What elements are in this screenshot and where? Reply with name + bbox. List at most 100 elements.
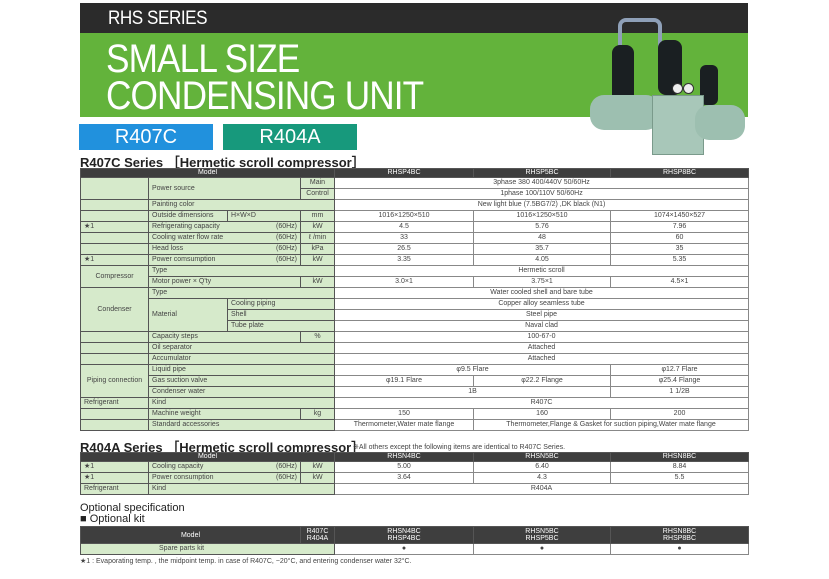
row-value: 60 <box>610 232 750 244</box>
row-unit: % <box>299 331 336 343</box>
row-value: Hermetic scroll <box>334 265 750 277</box>
optional-kit-heading: ■ Optional kit <box>80 513 145 525</box>
table-header-row: Model R407C R404A RHSN4BC RHSP4BC RHSN5BC R… <box>80 526 749 544</box>
row-unit: kPa <box>299 243 336 255</box>
r407c-tag: R407C <box>79 124 213 150</box>
model-column-header: RHSN8BC RHSP8BC <box>610 526 749 544</box>
table-row: Condenser water 1B 1 1/2B <box>81 386 750 398</box>
row-sublabel: Tube plate <box>226 320 336 332</box>
row-value: R404A <box>334 483 750 495</box>
row-label: Motor power × Q'ty <box>148 276 301 288</box>
row-value: φ9.5 Flare <box>334 364 612 376</box>
row-value: φ12.7 Flare <box>610 364 750 376</box>
row-label: Condenser water <box>147 386 336 398</box>
row-value: 8.84 <box>610 461 750 473</box>
table-row: Machine weight kg 150 160 200 <box>80 408 750 420</box>
model-column-header: RHSN5BC RHSP5BC <box>473 526 611 544</box>
row-value: 4.3 <box>473 472 612 484</box>
row-label: Standard accessories <box>147 419 336 431</box>
table-row: ★1 Power comsumption (60Hz) kW 3.35 4.05 … <box>80 254 750 266</box>
model-header: Model <box>79 168 336 178</box>
row-value: 1074×1450×527 <box>610 210 750 222</box>
row-value: 3phase 380 400/440V 50/60Hz <box>334 177 750 189</box>
row-label: Capacity steps <box>148 331 301 343</box>
row-sublabel: Control <box>299 188 336 200</box>
row-frequency: (60Hz) <box>275 474 297 481</box>
row-label: Cooling capacity <box>152 463 204 470</box>
footnote-mark: ★1 <box>80 254 149 266</box>
row-value: 1016×1250×510 <box>334 210 475 222</box>
row-unit: kW <box>299 461 336 473</box>
group-label: Refrigerant <box>80 397 149 409</box>
table-row: Head loss (60Hz) kPa 26.5 35.7 35 <box>80 243 750 255</box>
model-label: RHSN8BC <box>662 528 697 535</box>
row-value: Copper alloy seamless tube <box>334 298 750 310</box>
row-label-cell: Refrigerating capacity (60Hz) <box>148 221 301 233</box>
table-row: Painting color New light blue (7.5BG7/2)… <box>80 199 750 211</box>
row-value: 35 <box>610 243 750 255</box>
table-row: Spare parts kit ● ● ● <box>80 543 749 555</box>
row-value: 3.0×1 <box>334 276 475 288</box>
model-header: Model <box>80 526 301 544</box>
row-unit: kW <box>299 254 336 266</box>
row-label: Power comsumption <box>152 256 216 263</box>
row-value: 5.5 <box>610 472 750 484</box>
availability-dot: ● <box>610 543 749 555</box>
table-row: Standard accessories Thermometer,Water m… <box>80 419 750 431</box>
model-column-header: RHSN4BC <box>334 452 475 462</box>
table-row: Motor power × Q'ty kW 3.0×1 3.75×1 4.5×1 <box>81 276 750 288</box>
table-row: Accumulator Attached <box>80 353 750 365</box>
model-label: RHSN5BC <box>525 528 559 535</box>
row-label-cell: Power consumption (60Hz) <box>148 472 301 484</box>
row-value: 1B <box>334 386 612 398</box>
row-label: Material <box>148 298 228 332</box>
refrigerant-label: R407C <box>306 528 329 535</box>
table-row: ★1 Power consumption (60Hz) kW 3.64 4.3 5… <box>80 472 750 484</box>
model-column-header: RHSN5BC <box>473 452 612 462</box>
row-value: Steel pipe <box>334 309 750 321</box>
group-label: Refrigerant <box>80 483 149 495</box>
footnote-mark: ★1 <box>80 221 149 233</box>
row-label: Refrigerating capacity <box>152 223 220 230</box>
row-value: 4.5 <box>334 221 475 233</box>
refrigerant-label: R404A <box>306 535 329 542</box>
table-row: Compressor Type Hermetic scroll <box>80 265 750 288</box>
row-value: 26.5 <box>334 243 475 255</box>
row-value: φ19.1 Flare <box>334 375 475 387</box>
table-row: Gas suction valve φ19.1 Flare φ22.2 Flan… <box>81 375 750 387</box>
model-column-header: RHSP5BC <box>473 168 612 178</box>
r407c-section-title: R407C Series ［Hermetic scroll compressor… <box>80 152 365 171</box>
table-row: Piping connection Liquid pipe φ9.5 Flare… <box>80 364 750 398</box>
group-cell <box>80 243 149 255</box>
r407c-spec-table: Model RHSP4BC RHSP5BC RHSP8BC Power sour… <box>79 168 750 431</box>
table-row: ★1 Cooling capacity (60Hz) kW 5.00 6.40 8… <box>80 461 750 473</box>
group-cell <box>80 199 149 211</box>
r404a-note: ※All others except the following items a… <box>353 444 566 451</box>
row-label: Outside dimensions <box>148 210 228 222</box>
row-value: 160 <box>473 408 612 420</box>
group-cell <box>80 342 149 354</box>
row-value: 150 <box>334 408 475 420</box>
group-cell <box>80 331 149 343</box>
row-label: Spare parts kit <box>80 543 335 555</box>
row-value: 4.05 <box>473 254 612 266</box>
footnote-mark: ★1 <box>80 472 149 484</box>
table-row: ★1 Refrigerating capacity (60Hz) kW 4.5 5… <box>80 221 750 233</box>
table-row: Power source Main 3phase 380 400/440V 50… <box>80 177 750 200</box>
row-unit: ℓ /min <box>299 232 336 244</box>
row-sublabel: Cooling piping <box>226 298 336 310</box>
row-label: Head loss <box>152 245 184 252</box>
row-value: Attached <box>334 353 750 365</box>
row-value: Water cooled shell and bare tube <box>334 287 750 299</box>
row-value: 6.40 <box>473 461 612 473</box>
row-value: New light blue (7.5BG7/2) ,DK black (N1) <box>334 199 750 211</box>
row-sublabel: H×W×D <box>227 210 301 222</box>
row-value: 35.7 <box>473 243 612 255</box>
group-cell <box>80 232 149 244</box>
row-label-cell: Power comsumption (60Hz) <box>148 254 301 266</box>
model-column-header: RHSN4BC RHSP4BC <box>334 526 474 544</box>
group-label: Piping connection <box>80 364 149 398</box>
row-value: 1016×1250×510 <box>473 210 612 222</box>
r407c-compressor-type: ［Hermetic scroll compressor］ <box>166 155 365 170</box>
group-label: Compressor <box>80 265 149 288</box>
